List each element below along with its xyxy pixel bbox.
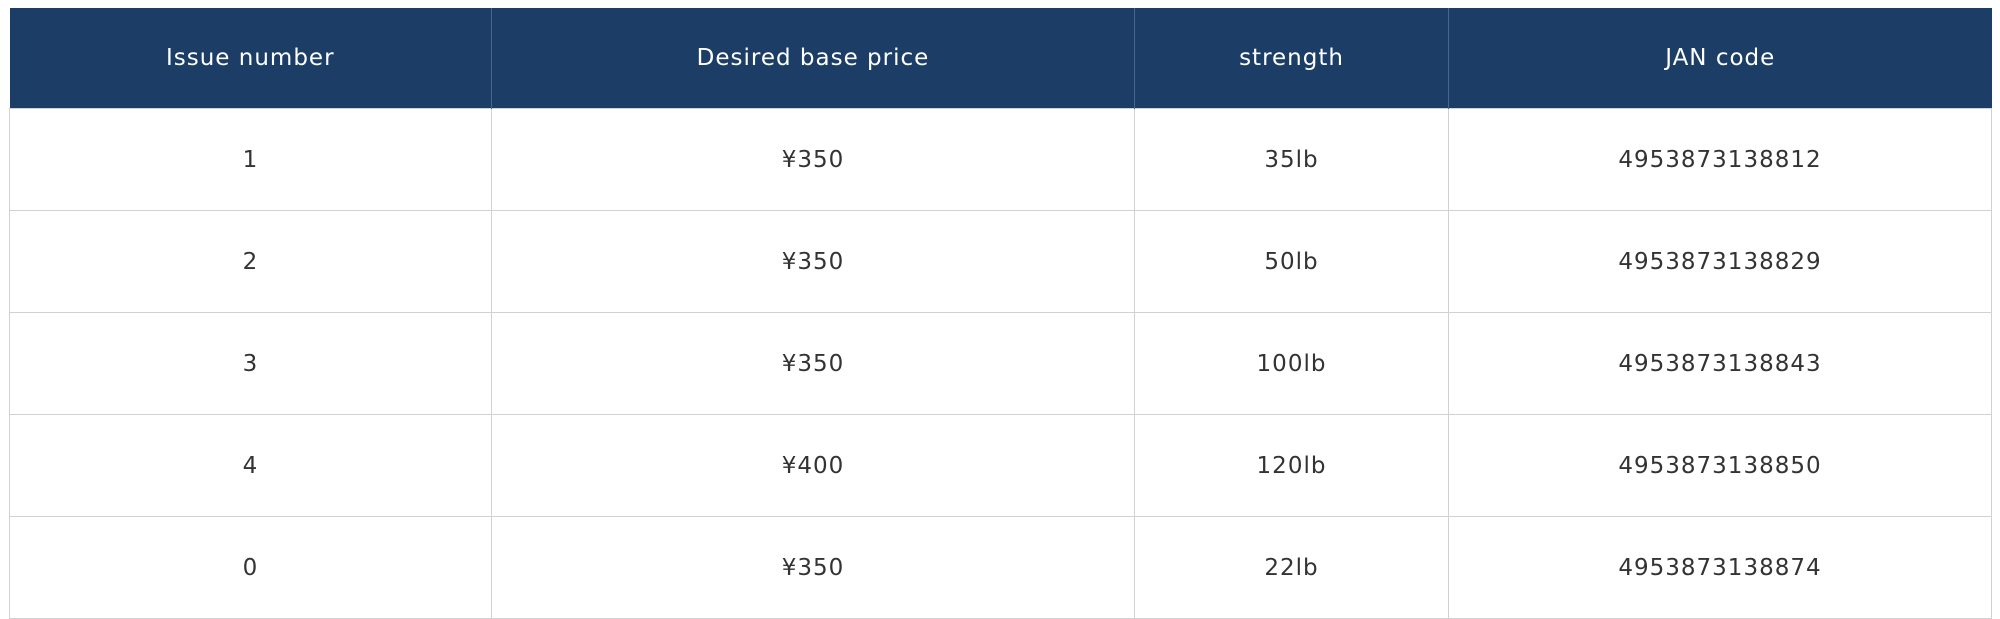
header-row: Issue number Desired base price strength JA… <box>9 8 1992 109</box>
table-row: 1 ¥350 35lb 4953873138812 <box>9 108 1992 211</box>
table-cell: ¥350 <box>491 516 1135 619</box>
table-cell: 120lb <box>1134 414 1449 517</box>
table-cell: ¥400 <box>491 414 1135 517</box>
table-cell: 100lb <box>1134 312 1449 415</box>
header-cell: Issue number <box>9 8 492 109</box>
table-cell: 22lb <box>1134 516 1449 619</box>
table-cell: 4953873138874 <box>1448 516 1992 619</box>
table-body: 1 ¥350 35lb 4953873138812 2 ¥350 50lb 495387313… <box>9 108 1992 619</box>
table-cell: ¥350 <box>491 210 1135 313</box>
table-cell: 0 <box>9 516 492 619</box>
table-header: Issue number Desired base price strength JA… <box>9 8 1992 109</box>
table-cell: 4953873138843 <box>1448 312 1992 415</box>
table-cell: 4953873138829 <box>1448 210 1992 313</box>
table-row: 2 ¥350 50lb 4953873138829 <box>9 210 1992 313</box>
table-cell: 1 <box>9 108 492 211</box>
table-cell: 2 <box>9 210 492 313</box>
table-cell: 4953873138850 <box>1448 414 1992 517</box>
data-table: Issue number Desired base price strength JA… <box>9 8 1992 619</box>
table-cell: ¥350 <box>491 312 1135 415</box>
table-row: 3 ¥350 100lb 4953873138843 <box>9 312 1992 415</box>
header-cell: Desired base price <box>491 8 1135 109</box>
header-cell: strength <box>1134 8 1449 109</box>
table-row: 0 ¥350 22lb 4953873138874 <box>9 516 1992 619</box>
table-row: 4 ¥400 120lb 4953873138850 <box>9 414 1992 517</box>
table-cell: 50lb <box>1134 210 1449 313</box>
table-cell: 4 <box>9 414 492 517</box>
table-cell: 4953873138812 <box>1448 108 1992 211</box>
header-cell: JAN code <box>1448 8 1992 109</box>
table-cell: 3 <box>9 312 492 415</box>
table-cell: ¥350 <box>491 108 1135 211</box>
table-cell: 35lb <box>1134 108 1449 211</box>
